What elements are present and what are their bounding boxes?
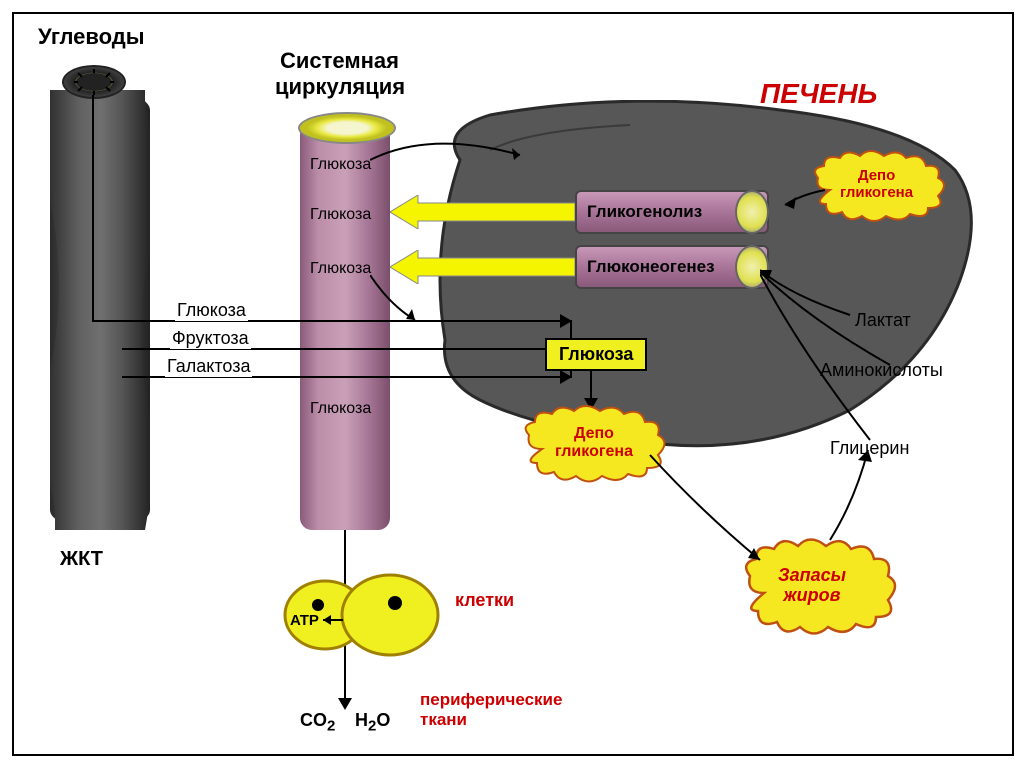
gi-out-label-2: Фруктоза	[170, 328, 251, 349]
substrate-lactate: Лактат	[855, 310, 911, 331]
glucose-to-depot	[590, 370, 592, 400]
gi-tube-opening	[62, 65, 126, 99]
atp-label: ATP	[290, 612, 319, 629]
yellow-arrow-1	[390, 195, 575, 229]
substrate-arrows	[760, 260, 980, 560]
glucose-box: Глюкоза	[545, 338, 647, 371]
title-circulation-2: циркуляция	[275, 74, 405, 100]
pill-label-2: Глюконеогенез	[587, 257, 715, 277]
atp-arrow	[318, 610, 348, 630]
gi-label: ЖКТ	[60, 548, 103, 571]
cloud-depot-1-text: Депогликогена	[840, 168, 913, 201]
title-carbs: Углеводы	[38, 24, 145, 50]
circ-label-1: Глюкоза	[310, 156, 371, 174]
pill-cap-icon	[735, 190, 769, 234]
diagram-canvas: Углеводы ЖКТ Системная циркуляция ПЕЧЕНЬ…	[0, 0, 1024, 767]
curve-glucose-out	[370, 140, 530, 190]
curve-circ-down	[370, 275, 430, 335]
cells-label: клетки	[455, 590, 514, 611]
arrow-depot2-fat	[640, 450, 780, 580]
gi-inner-line	[92, 95, 94, 320]
arrow-depot1-to-pill	[780, 185, 830, 215]
co2-label: CO2	[300, 710, 335, 735]
circ-label-4: Глюкоза	[310, 400, 371, 418]
gi-tube-body	[50, 90, 150, 530]
pill-label-1: Гликогенолиз	[587, 202, 702, 222]
gi-inner-line-2	[92, 320, 122, 322]
h2o-label: H2O	[355, 710, 390, 735]
substrate-amino: Аминокислоты	[820, 360, 943, 381]
pill-gluconeogenesis: Глюконеогенез	[575, 245, 769, 289]
cloud-depot-1: Депогликогена	[810, 150, 950, 224]
cloud-fat-text: Запасыжиров	[778, 566, 846, 606]
pill-glycogenolysis: Гликогенолиз	[575, 190, 769, 234]
gi-out-label-1: Глюкоза	[175, 300, 248, 321]
tissue-label-2: ткани	[420, 710, 467, 730]
title-circulation-1: Системная	[280, 48, 399, 74]
gi-out-label-3: Галактоза	[165, 356, 252, 377]
substrate-glycerol: Глицерин	[830, 438, 909, 459]
circ-label-3: Глюкоза	[310, 260, 371, 278]
circ-label-2: Глюкоза	[310, 206, 371, 224]
tissue-label-1: периферические	[420, 690, 562, 710]
ah-cd	[338, 698, 352, 710]
cloud-depot-2-text: Депогликогена	[555, 425, 633, 460]
